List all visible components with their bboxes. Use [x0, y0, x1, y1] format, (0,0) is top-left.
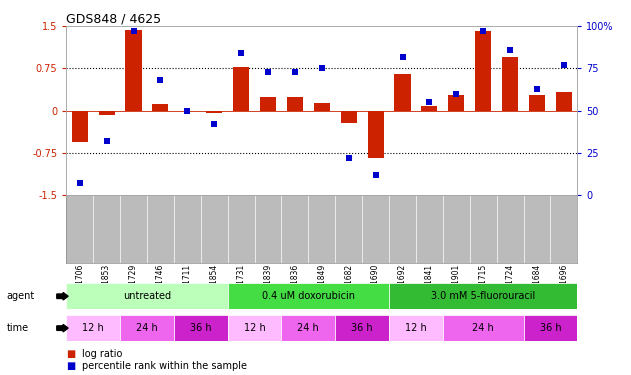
Bar: [389, 283, 577, 309]
Text: 24 h: 24 h: [473, 323, 494, 333]
Bar: [389, 315, 443, 341]
Bar: [287, 97, 303, 111]
Bar: [228, 315, 281, 341]
Text: 24 h: 24 h: [136, 323, 158, 333]
Point: [451, 91, 461, 97]
Bar: [120, 315, 174, 341]
Bar: [206, 111, 222, 113]
Bar: [443, 315, 524, 341]
Point: [263, 69, 273, 75]
Bar: [98, 111, 115, 115]
Bar: [341, 111, 357, 123]
Point: [155, 77, 165, 83]
Point: [182, 108, 192, 114]
Point: [370, 172, 380, 178]
Text: time: time: [6, 323, 28, 333]
Bar: [524, 315, 577, 341]
Point: [74, 180, 85, 186]
Text: 24 h: 24 h: [297, 323, 319, 333]
Bar: [335, 315, 389, 341]
Point: [398, 54, 408, 60]
Text: untreated: untreated: [123, 291, 171, 301]
Text: 36 h: 36 h: [190, 323, 211, 333]
Bar: [233, 67, 249, 111]
Bar: [502, 57, 518, 111]
Text: agent: agent: [6, 291, 35, 301]
Text: 0.4 uM doxorubicin: 0.4 uM doxorubicin: [262, 291, 355, 301]
Point: [344, 155, 354, 161]
Point: [559, 62, 569, 68]
Text: GDS848 / 4625: GDS848 / 4625: [66, 12, 162, 25]
Bar: [367, 111, 384, 158]
Bar: [152, 104, 168, 111]
Text: log ratio: log ratio: [82, 350, 122, 359]
Point: [209, 121, 219, 127]
Text: percentile rank within the sample: percentile rank within the sample: [82, 361, 247, 370]
Point: [129, 28, 139, 34]
Bar: [394, 74, 411, 111]
Bar: [529, 96, 545, 111]
Text: 36 h: 36 h: [540, 323, 562, 333]
Bar: [66, 315, 120, 341]
Text: 12 h: 12 h: [82, 323, 104, 333]
Text: ■: ■: [66, 361, 76, 370]
Bar: [448, 95, 464, 111]
Point: [290, 69, 300, 75]
Bar: [475, 31, 492, 111]
Point: [478, 28, 488, 34]
Bar: [556, 92, 572, 111]
Bar: [228, 283, 389, 309]
Bar: [314, 104, 330, 111]
Bar: [174, 315, 228, 341]
Text: 3.0 mM 5-fluorouracil: 3.0 mM 5-fluorouracil: [431, 291, 535, 301]
Bar: [126, 30, 141, 111]
Text: 12 h: 12 h: [244, 323, 266, 333]
Point: [532, 86, 542, 92]
Point: [317, 65, 327, 71]
Point: [102, 138, 112, 144]
Text: 36 h: 36 h: [351, 323, 373, 333]
Bar: [66, 283, 228, 309]
Point: [236, 50, 246, 56]
Bar: [281, 315, 335, 341]
Bar: [260, 97, 276, 111]
Bar: [72, 111, 88, 142]
Bar: [422, 106, 437, 111]
Text: ■: ■: [66, 350, 76, 359]
Point: [505, 47, 515, 53]
Text: 12 h: 12 h: [405, 323, 427, 333]
Point: [425, 99, 435, 105]
